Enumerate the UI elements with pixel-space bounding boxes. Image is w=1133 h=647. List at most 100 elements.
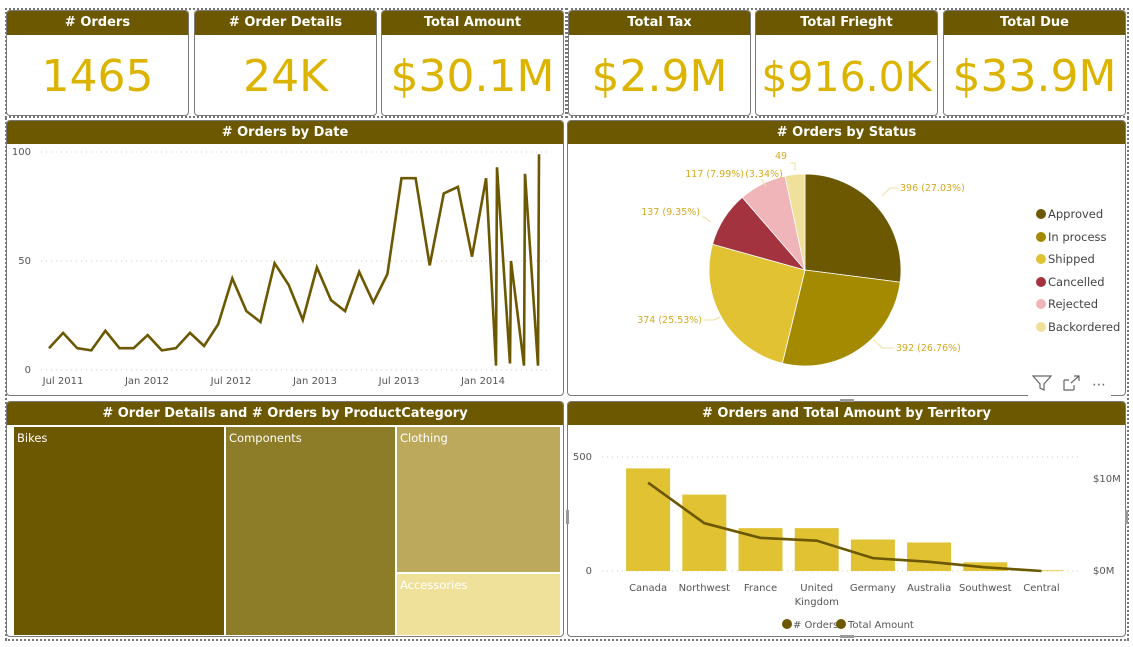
kpi-group-frame-right	[566, 8, 1129, 118]
legend-marker-icon	[1036, 321, 1046, 332]
resize-handle-top[interactable]	[840, 399, 854, 402]
bar-australia	[907, 542, 952, 571]
treemap-cell-accessories[interactable]: Accessories	[396, 573, 561, 636]
kpi-card-total-tax[interactable]: Total Tax $2.9M	[568, 10, 751, 116]
orders-line	[48, 154, 541, 366]
x-tick-label: Northwest	[679, 583, 731, 594]
pie-data-label: 396 (27.03%)	[900, 183, 965, 194]
bar-germany	[850, 539, 895, 571]
kpi-title: Total Tax	[569, 11, 750, 35]
treemap-label: Bikes	[17, 431, 48, 445]
more-options-icon[interactable]: ⋯	[1092, 377, 1107, 393]
kpi-title: Total Amount	[382, 11, 563, 35]
kpi-card-orders[interactable]: # Orders 1465	[6, 10, 189, 116]
bar-united-kingdom	[794, 528, 839, 571]
x-tick-label: Jan 2012	[124, 376, 169, 387]
pie-data-label: (3.34%)	[745, 169, 783, 180]
bar-canada	[626, 468, 671, 571]
page-frame-right	[1126, 118, 1129, 640]
kpi-card-total-due[interactable]: Total Due $33.9M	[943, 10, 1126, 116]
x-tick-label: Canada	[629, 583, 667, 594]
x-tick-label: Germany	[850, 583, 896, 594]
orders-by-date-visual[interactable]: # Orders by Date 0 50 100 Jul 2011 Jan 2012 J…	[6, 120, 564, 396]
pie-data-label: 374 (25.53%)	[637, 315, 702, 326]
kpi-card-order-details[interactable]: # Order Details 24K	[194, 10, 377, 116]
page-frame-bottom	[5, 638, 1129, 641]
kpi-title: Total Due	[944, 11, 1125, 35]
treemap-cell-components[interactable]: Components	[225, 426, 396, 636]
kpi-title: Total Frieght	[756, 11, 937, 35]
treemap-label: Accessories	[400, 578, 468, 592]
visual-title: # Orders by Date	[7, 121, 563, 144]
resize-handle-right[interactable]	[1125, 510, 1128, 524]
visual-header-toolbar: ⋯	[1028, 374, 1111, 396]
pie-data-label: 137 (9.35%)	[641, 207, 700, 218]
legend-item[interactable]: Backordered	[1036, 316, 1120, 339]
legend-marker-icon	[836, 619, 846, 629]
pie-legend: Approved In process Shipped Cancelled Reject…	[1036, 203, 1120, 338]
legend-item[interactable]: In process	[1036, 226, 1120, 249]
total-amount-line	[647, 481, 1042, 573]
pie-leader-line	[704, 316, 721, 321]
details-by-category-visual[interactable]: # Order Details and # Orders by ProductC…	[6, 401, 564, 637]
resize-handle-bottom[interactable]	[840, 635, 854, 638]
legend-label: In process	[1048, 229, 1107, 244]
kpi-title: # Orders	[7, 11, 188, 35]
legend-marker-icon	[1036, 299, 1046, 310]
pie-leader-line	[881, 187, 898, 197]
y-left-tick-label: 0	[586, 566, 592, 577]
pie-slice-approved	[804, 173, 902, 283]
orders-amount-by-territory-chart: 0 500 $0M $10M Canada Northwest France United Ki…	[573, 452, 1121, 631]
x-tick-label: Kingdom	[795, 597, 839, 608]
pie-data-label: 117 (7.99%)	[685, 169, 744, 180]
kpi-value: $916.0K	[761, 53, 932, 101]
treemap-cell-bikes[interactable]: Bikes	[13, 426, 225, 636]
visual-title: # Order Details and # Orders by ProductC…	[7, 402, 563, 425]
kpi-card-total-amount[interactable]: Total Amount $30.1M	[381, 10, 564, 116]
legend-label: Rejected	[1048, 297, 1099, 312]
x-tick-label: France	[744, 583, 777, 594]
resize-handle-left[interactable]	[566, 510, 569, 524]
x-tick-label: Central	[1023, 583, 1059, 594]
y-left-tick-label: 500	[573, 452, 592, 463]
treemap-label: Components	[229, 431, 302, 445]
bar-northwest	[682, 494, 727, 571]
kpi-value: $33.9M	[952, 51, 1117, 102]
x-tick-label: Southwest	[959, 583, 1012, 594]
orders-by-status-visual[interactable]: # Orders by Status 396 (27.03%) 392 (26.7…	[567, 120, 1126, 396]
legend-marker-icon	[1036, 231, 1046, 242]
legend-item[interactable]: Cancelled	[1036, 271, 1120, 294]
x-tick-label: Jul 2011	[42, 376, 84, 387]
kpi-title: # Order Details	[195, 11, 376, 35]
legend-label: # Orders	[793, 620, 838, 631]
kpi-value: 24K	[243, 51, 328, 102]
legend-item[interactable]: Approved	[1036, 203, 1120, 226]
orders-by-status-chart: 396 (27.03%) 392 (26.76%) 374 (25.53%) 137 …	[637, 151, 965, 367]
treemap: Bikes Components Clothing Accessories	[13, 426, 561, 636]
y-tick-label: 0	[25, 365, 31, 376]
filter-icon[interactable]	[1031, 374, 1053, 396]
y-tick-label: 100	[12, 147, 31, 158]
focus-mode-icon[interactable]	[1062, 374, 1082, 396]
legend-item[interactable]: Rejected	[1036, 293, 1120, 316]
treemap-cell-clothing[interactable]: Clothing	[396, 426, 561, 573]
x-tick-label: Jan 2013	[292, 376, 337, 387]
legend-label: Shipped	[1048, 252, 1095, 267]
legend-marker-icon	[782, 619, 792, 629]
pie-leader-line	[760, 178, 767, 187]
kpi-value: 1465	[41, 51, 154, 102]
x-tick-label: Jan 2014	[460, 376, 505, 387]
x-tick-label: Australia	[907, 583, 951, 594]
kpi-value: $2.9M	[591, 51, 728, 102]
x-tick-label: United	[800, 583, 833, 594]
legend-marker-icon	[1036, 276, 1046, 287]
pie-slice-shipped	[708, 243, 806, 364]
legend-item[interactable]: Shipped	[1036, 248, 1120, 271]
pie-slice-in-process	[781, 269, 901, 367]
combo-legend: # Orders Total Amount	[782, 619, 914, 631]
kpi-card-total-freight[interactable]: Total Frieght $916.0K	[755, 10, 938, 116]
legend-marker-icon	[1036, 209, 1046, 220]
x-tick-label: Jul 2013	[378, 376, 420, 387]
orders-amount-by-territory-visual[interactable]: # Orders and Total Amount by Territory 0…	[567, 401, 1126, 637]
pie-leader-line	[873, 339, 894, 349]
